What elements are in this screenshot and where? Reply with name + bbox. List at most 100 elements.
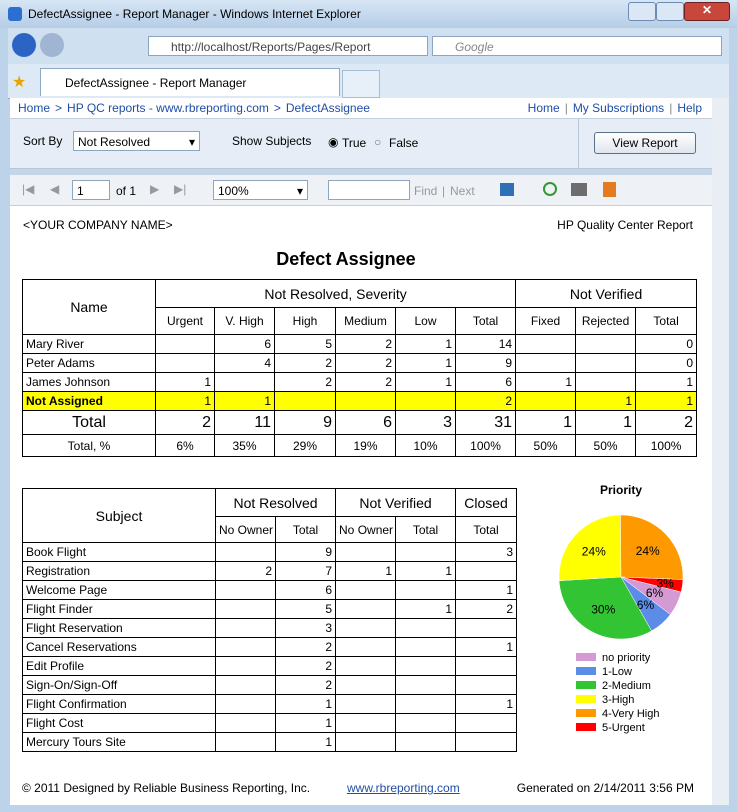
- column-header: High: [274, 307, 336, 335]
- cell: [575, 372, 637, 392]
- print-icon[interactable]: [571, 183, 587, 196]
- scrollbar[interactable]: [712, 98, 729, 805]
- cell: 7: [274, 561, 337, 581]
- report-toolbar: |◀ ◀ 1 of 1 ▶ ▶| 100% ▾ Find | Next: [10, 175, 712, 206]
- top-links: Home | My Subscriptions | Help: [528, 98, 702, 118]
- cell: [395, 675, 457, 695]
- cell: [215, 675, 276, 695]
- favorites-star[interactable]: ★: [12, 74, 27, 91]
- cell: [455, 561, 518, 581]
- cell: 1: [335, 561, 397, 581]
- cell: [455, 713, 518, 733]
- data-row: Registration 2 7 1 1: [22, 561, 518, 581]
- cell: 2: [274, 637, 337, 657]
- priority-chart: Priority 6% no priority 6% 1-Low 30% 2-Medium 2…: [558, 483, 684, 734]
- data-row: Cancel Reservations 2 1: [22, 637, 518, 657]
- cell: 6: [274, 580, 337, 600]
- sort-select[interactable]: Not Resolved ▾: [73, 131, 200, 151]
- url-field[interactable]: http://localhost/Reports/Pages/Report: [148, 36, 428, 56]
- row-label: Registration: [22, 561, 216, 581]
- nav-link[interactable]: Help: [677, 101, 702, 115]
- slice-label: 6%: [646, 586, 664, 600]
- cell: 35%: [214, 434, 275, 457]
- cell: 11: [214, 410, 275, 435]
- cell: 2: [155, 410, 215, 435]
- cell: 1: [274, 713, 337, 733]
- prev-page[interactable]: ◀: [50, 182, 60, 196]
- row-label: Cancel Reservations: [22, 637, 216, 657]
- pie-slice: [620, 514, 684, 580]
- address-bar: http://localhost/Reports/Pages/Report Go…: [8, 28, 729, 64]
- cell: [215, 732, 276, 752]
- breadcrumb-link[interactable]: DefectAssignee: [285, 101, 370, 115]
- cell: [515, 391, 577, 411]
- cell: [215, 637, 276, 657]
- tab[interactable]: DefectAssignee - Report Manager: [40, 68, 340, 96]
- legend-swatch: [576, 653, 596, 661]
- nav-link[interactable]: My Subscriptions: [572, 101, 665, 115]
- data-row: Mary River 6 5 2 1 14 0: [22, 334, 698, 354]
- maximize[interactable]: [656, 2, 684, 21]
- back-button[interactable]: [12, 33, 36, 57]
- breadcrumb-link[interactable]: Home: [18, 101, 51, 115]
- percent-row: Total, % 6% 35% 29% 19% 10% 100% 50% 50% 100%: [22, 434, 698, 457]
- refresh-icon[interactable]: [543, 182, 557, 196]
- zoom-select[interactable]: 100% ▾: [213, 180, 308, 200]
- nav-link[interactable]: Home: [527, 101, 560, 115]
- minimize[interactable]: [628, 2, 656, 21]
- row-label: Welcome Page: [22, 580, 216, 600]
- cell: [335, 580, 397, 600]
- breadcrumb-link[interactable]: HP QC reports - www.rbreporting.com: [67, 101, 269, 115]
- cell: 5: [274, 599, 337, 619]
- cell: 2: [635, 410, 698, 435]
- cell: [395, 694, 457, 714]
- find-input[interactable]: [328, 180, 410, 200]
- collapse-strip[interactable]: [10, 169, 712, 175]
- column-header: Medium: [335, 307, 396, 335]
- parameter-bar: Sort By Not Resolved ▾ Show Subjects ◉ Tr…: [10, 119, 712, 169]
- group-header: Not Resolved: [214, 488, 337, 517]
- cell: [455, 618, 518, 638]
- find[interactable]: Find: [414, 184, 438, 198]
- cell: 1: [395, 599, 457, 619]
- window-title: DefectAssignee - Report Manager - Window…: [28, 7, 361, 21]
- cell: 6: [335, 410, 396, 435]
- close[interactable]: ✕: [684, 2, 730, 21]
- new-tab[interactable]: [342, 70, 380, 98]
- first-page[interactable]: |◀: [22, 182, 35, 196]
- cell: 2: [335, 334, 396, 354]
- page-input[interactable]: 1: [72, 180, 110, 200]
- slice-label: 3%: [657, 576, 675, 590]
- footer-link[interactable]: www.rbreporting.com: [347, 781, 460, 795]
- row-label: Sign-On/Sign-Off: [22, 675, 216, 695]
- data-table: Name Not Resolved, Severity Not Verified Ur…: [22, 279, 698, 457]
- total-row: Total 2 11 9 6 3 31 1 1 2: [22, 410, 698, 435]
- column-header: Fixed: [515, 307, 577, 335]
- true-radio[interactable]: ◉: [328, 135, 339, 149]
- view-report-button[interactable]: View Report: [594, 132, 696, 154]
- find-next[interactable]: Next: [450, 184, 475, 198]
- slice-label: 24%: [636, 544, 660, 558]
- false-radio[interactable]: ○: [374, 135, 382, 149]
- legend-swatch: [576, 695, 596, 703]
- cell: 1: [455, 694, 518, 714]
- pie-slice: [558, 514, 622, 581]
- datafeed-icon[interactable]: [603, 182, 616, 197]
- legend-label: no priority: [602, 652, 651, 664]
- page: Home > HP QC reports - www.rbreporting.com…: [10, 98, 712, 805]
- cell: 1: [635, 391, 698, 411]
- cell: 6: [454, 372, 517, 392]
- cell: 1: [155, 391, 215, 411]
- last-page[interactable]: ▶|: [174, 182, 187, 196]
- cell: 0: [635, 334, 698, 354]
- cell: [335, 542, 397, 562]
- next-page[interactable]: ▶: [150, 182, 160, 196]
- cell: 2: [454, 391, 517, 411]
- export-icon[interactable]: [500, 183, 514, 196]
- search-field[interactable]: Google: [432, 36, 722, 56]
- cell: [215, 656, 276, 676]
- cell: 1: [395, 334, 456, 354]
- report-source: HP Quality Center Report: [557, 218, 693, 232]
- row-label: Not Assigned: [22, 391, 156, 411]
- forward-button[interactable]: [40, 33, 64, 57]
